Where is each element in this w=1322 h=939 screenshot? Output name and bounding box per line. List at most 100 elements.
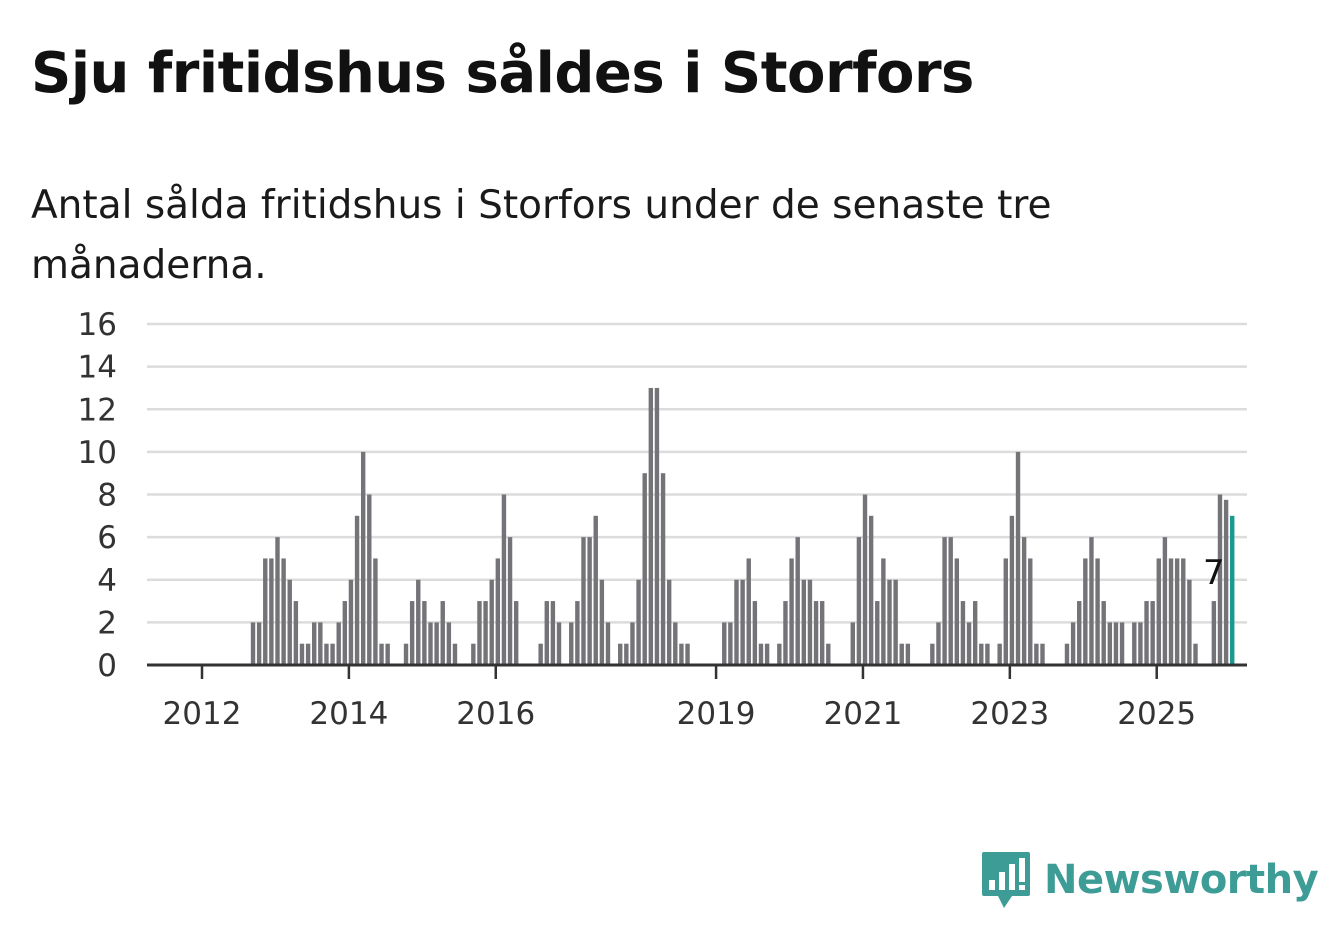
bar bbox=[422, 601, 427, 665]
bar bbox=[354, 515, 360, 665]
bar bbox=[856, 537, 862, 666]
bar bbox=[1156, 558, 1161, 665]
bar bbox=[538, 643, 543, 665]
bar bbox=[728, 622, 733, 666]
bar bbox=[575, 601, 580, 665]
bar bbox=[899, 643, 904, 665]
bar bbox=[679, 643, 684, 665]
bar bbox=[1211, 601, 1217, 665]
bar bbox=[569, 622, 574, 666]
bar bbox=[630, 622, 635, 666]
bar bbox=[666, 579, 672, 665]
bar bbox=[936, 622, 941, 666]
bar bbox=[1107, 622, 1113, 666]
bar bbox=[318, 622, 323, 666]
bar bbox=[1040, 643, 1045, 665]
chart-title: Sju fritidshus såldes i Storfors bbox=[31, 41, 974, 106]
bar bbox=[446, 622, 452, 666]
bar bbox=[1138, 622, 1143, 666]
bar bbox=[416, 579, 421, 665]
bar bbox=[777, 643, 782, 665]
bar bbox=[618, 643, 623, 665]
bar bbox=[269, 558, 274, 665]
bar bbox=[654, 387, 660, 665]
bar bbox=[862, 494, 868, 665]
highlight-bar bbox=[1230, 515, 1235, 665]
bar bbox=[673, 622, 678, 666]
bar bbox=[256, 622, 262, 666]
bar bbox=[373, 558, 378, 665]
bar bbox=[960, 601, 966, 665]
bar bbox=[403, 643, 409, 665]
bar bbox=[330, 643, 335, 665]
bar bbox=[483, 601, 488, 665]
bar bbox=[1119, 622, 1125, 666]
bar bbox=[1077, 601, 1082, 665]
bar bbox=[948, 537, 953, 666]
bar bbox=[1064, 643, 1070, 665]
y-tick-label: 8 bbox=[97, 478, 117, 514]
bar bbox=[299, 643, 305, 665]
chart-subtitle: Antal sålda fritidshus i Storfors under … bbox=[31, 183, 1052, 288]
bar bbox=[887, 579, 892, 665]
bar bbox=[250, 622, 256, 666]
bar bbox=[593, 515, 598, 665]
bar bbox=[758, 643, 764, 665]
x-tick-label: 2023 bbox=[970, 696, 1049, 732]
bar bbox=[636, 579, 641, 665]
bar bbox=[544, 601, 549, 665]
bar bbox=[489, 579, 494, 665]
y-tick-label: 2 bbox=[97, 605, 117, 641]
bar bbox=[507, 537, 513, 666]
y-tick-label: 10 bbox=[78, 435, 117, 471]
bar bbox=[379, 643, 384, 665]
bar bbox=[599, 579, 605, 665]
bar bbox=[1101, 601, 1106, 665]
bar bbox=[434, 622, 439, 666]
bar bbox=[471, 643, 476, 665]
bar bbox=[1181, 558, 1186, 665]
bar bbox=[1132, 622, 1137, 666]
bar bbox=[795, 537, 800, 666]
y-tick-label: 16 bbox=[78, 307, 117, 343]
bar bbox=[1150, 601, 1155, 665]
bar bbox=[367, 494, 372, 665]
bar bbox=[324, 643, 329, 665]
bar bbox=[801, 579, 807, 665]
y-tick-label: 14 bbox=[78, 350, 117, 386]
y-tick-label: 0 bbox=[97, 648, 117, 684]
bar bbox=[428, 622, 433, 666]
bar bbox=[305, 643, 311, 665]
x-tick-label: 2014 bbox=[309, 696, 388, 732]
bar bbox=[513, 601, 519, 665]
data-label: 7 bbox=[1203, 553, 1225, 593]
bar bbox=[477, 601, 482, 665]
bar bbox=[293, 601, 299, 665]
bar bbox=[979, 643, 984, 665]
bar bbox=[1217, 494, 1223, 665]
bar bbox=[1113, 622, 1119, 666]
bar bbox=[893, 579, 898, 665]
x-tick-label: 2016 bbox=[456, 696, 535, 732]
bar bbox=[1144, 601, 1149, 665]
y-tick-label: 12 bbox=[78, 392, 117, 428]
y-tick-label: 6 bbox=[97, 520, 117, 556]
bar bbox=[1193, 643, 1198, 665]
bar bbox=[813, 601, 819, 665]
bar bbox=[550, 601, 556, 665]
bar bbox=[587, 537, 592, 666]
bar bbox=[985, 643, 990, 665]
bar bbox=[966, 622, 972, 666]
bar bbox=[452, 643, 458, 665]
bar bbox=[972, 601, 978, 665]
bar bbox=[556, 622, 562, 666]
y-tick-label: 4 bbox=[97, 563, 117, 599]
bar bbox=[440, 601, 445, 665]
bar bbox=[501, 494, 507, 665]
bar bbox=[819, 601, 825, 665]
x-tick-label: 2012 bbox=[163, 696, 242, 732]
x-tick-label: 2025 bbox=[1117, 696, 1196, 732]
bar bbox=[495, 558, 501, 665]
brand-name: Newsworthy bbox=[1044, 857, 1319, 903]
bar bbox=[905, 643, 911, 665]
